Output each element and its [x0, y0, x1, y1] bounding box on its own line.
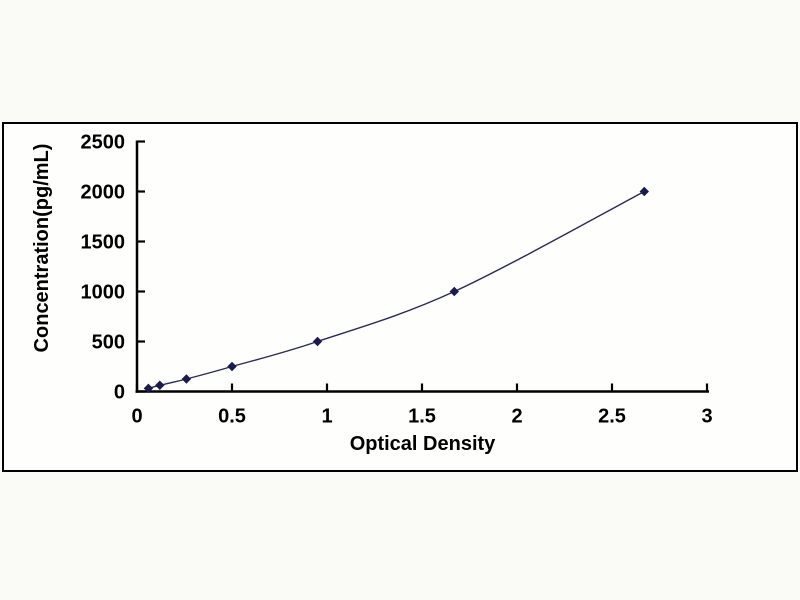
x-tick-label: 3 [701, 406, 712, 428]
chart-frame: 0 0.5 1 1.5 2 2.5 3 0 500 1000 1500 2000 2500 Optica… [2, 122, 798, 472]
x-tick-label: 0 [131, 406, 142, 428]
x-tick-label: 1 [321, 406, 332, 428]
x-tick-label: 2 [511, 406, 522, 428]
y-tick-label: 1000 [81, 282, 126, 304]
data-point-diamond [639, 186, 649, 197]
y-tick-label: 0 [114, 382, 125, 404]
x-tick-label: 1.5 [408, 406, 436, 428]
y-tick-label: 2500 [81, 132, 126, 154]
data-point-diamond [143, 383, 154, 394]
y-tick-label: 2000 [81, 182, 126, 204]
data-point-diamond [312, 336, 323, 347]
y-tick-label: 1500 [81, 232, 126, 254]
series-line [148, 190, 645, 390]
data-point-diamond [449, 286, 459, 297]
data-point-diamond [155, 380, 165, 390]
y-tick-label: 500 [92, 332, 125, 354]
x-tick-label: 2.5 [598, 406, 626, 428]
data-point-diamond [181, 374, 192, 384]
y-axis-title: Concentration(pg/mL) [31, 143, 53, 353]
standard-curve-plot: 0 0.5 1 1.5 2 2.5 3 0 500 1000 1500 2000 2500 [81, 132, 713, 428]
x-tick-label: 0.5 [218, 406, 246, 428]
data-point-diamond [227, 361, 237, 372]
x-axis-title: Optical Density [349, 433, 496, 455]
